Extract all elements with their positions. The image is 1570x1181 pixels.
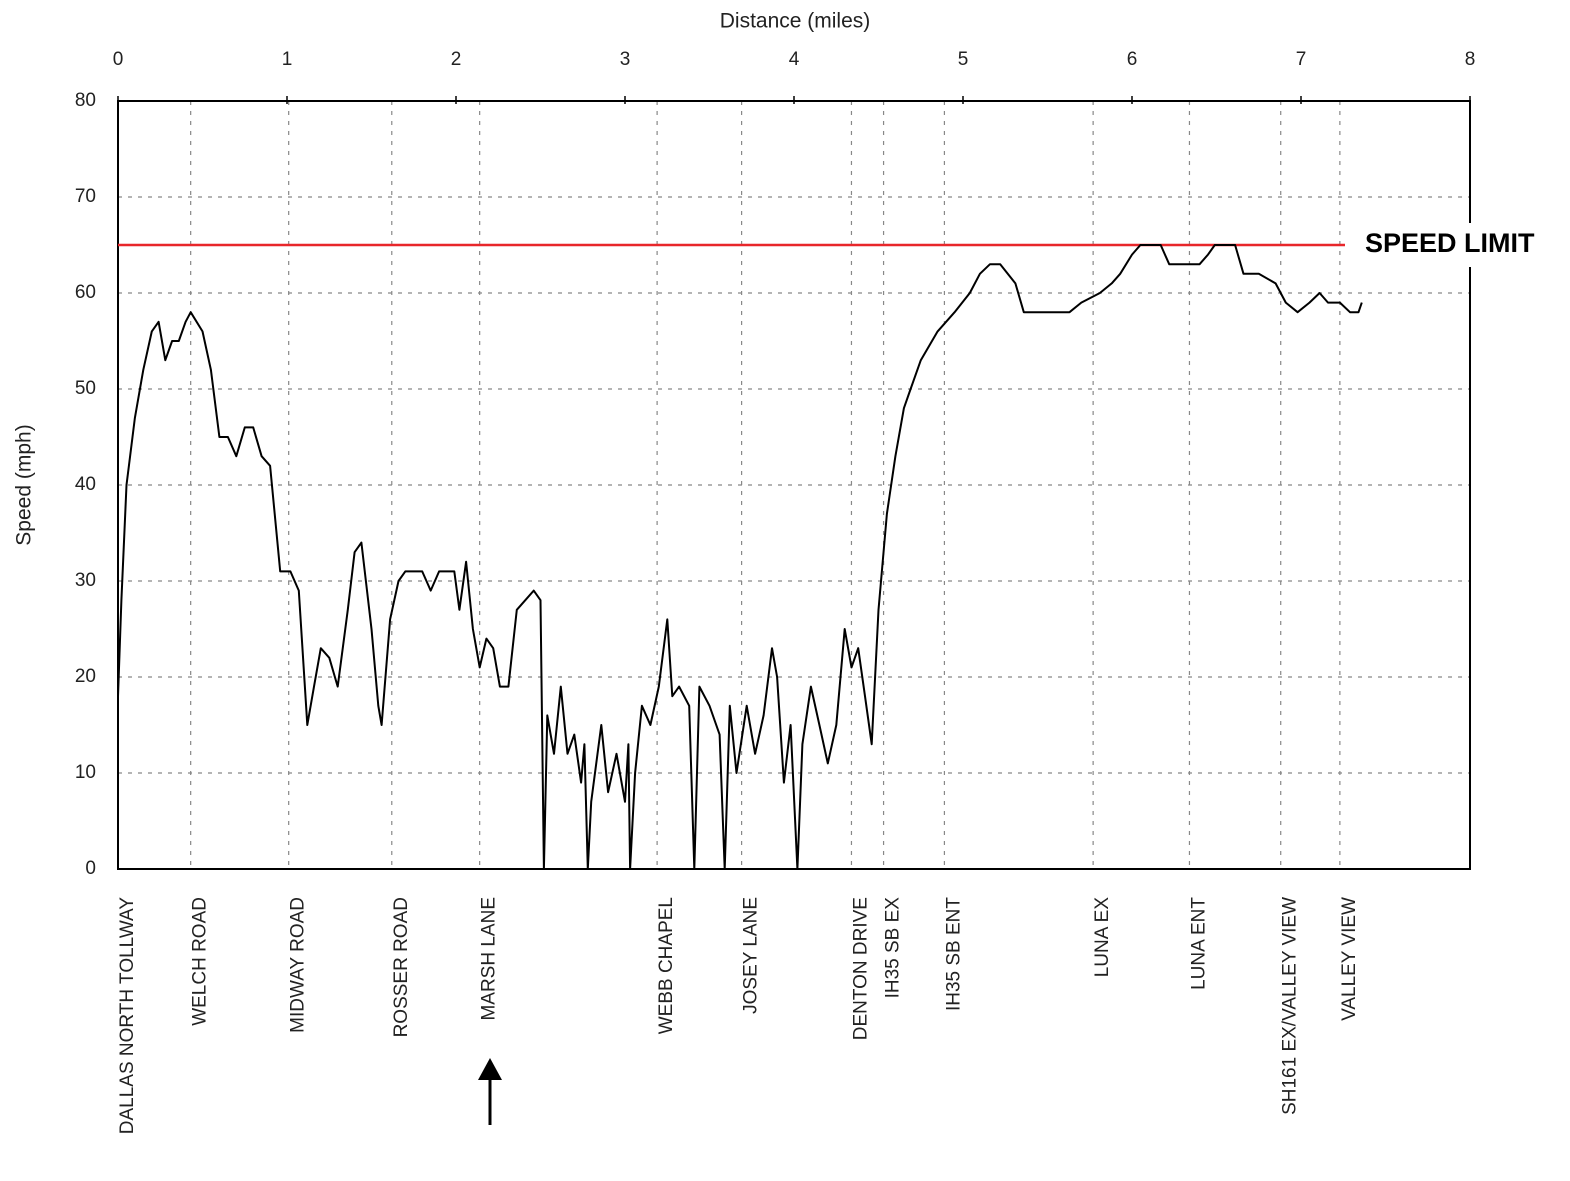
landmark-label: WEBB CHAPEL: [656, 897, 677, 1034]
plot-frame: [117, 100, 1471, 870]
landmark-label: WELCH ROAD: [190, 897, 211, 1026]
y-tick-label: 70: [75, 186, 96, 207]
x-tick-label: 5: [958, 49, 969, 70]
y-tick-label: 20: [75, 666, 96, 687]
y-tick-label: 30: [75, 570, 96, 591]
x-tick-label: 2: [451, 49, 462, 70]
x-tick-label: 4: [789, 49, 800, 70]
landmark-label: LUNA ENT: [1188, 897, 1209, 990]
x-tick-label: 3: [620, 49, 631, 70]
landmark-label: MIDWAY ROAD: [288, 897, 309, 1033]
landmark-label: DALLAS NORTH TOLLWAY: [117, 897, 138, 1135]
landmark-label: IH35 SB EX: [883, 897, 904, 999]
speed-limit-label: SPEED LIMIT: [1365, 228, 1535, 258]
x-tick-label: 0: [113, 49, 124, 70]
x-tick-label: 8: [1465, 49, 1476, 70]
label-bg: [1350, 223, 1568, 267]
y-tick-label: 80: [75, 90, 96, 111]
x-tick-label: 1: [282, 49, 293, 70]
x-tick-label: 7: [1296, 49, 1307, 70]
x-axis-label: Distance (miles): [720, 10, 871, 33]
y-tick-label: 60: [75, 282, 96, 303]
landmark-label: DENTON DRIVE: [850, 897, 871, 1040]
landmark-label: SH161 EX/VALLEY VIEW: [1280, 897, 1301, 1115]
y-tick-label: 0: [85, 858, 96, 879]
landmark-label: IH35 SB ENT: [943, 897, 964, 1011]
landmark-label: LUNA EX: [1092, 897, 1113, 978]
x-tick-label: 6: [1127, 49, 1138, 70]
y-tick-label: 10: [75, 762, 96, 783]
landmark-label: JOSEY LANE: [741, 897, 762, 1014]
landmark-label: MARSH LANE: [479, 897, 500, 1021]
landmark-label: VALLEY VIEW: [1339, 897, 1360, 1021]
landmark-label: ROSSER ROAD: [391, 897, 412, 1037]
arrow: [478, 1058, 502, 1125]
speed-line: [117, 244, 1363, 870]
y-tick-label: 50: [75, 378, 96, 399]
y-tick-label: 40: [75, 474, 96, 495]
y-axis-label: Speed (mph): [13, 424, 36, 545]
